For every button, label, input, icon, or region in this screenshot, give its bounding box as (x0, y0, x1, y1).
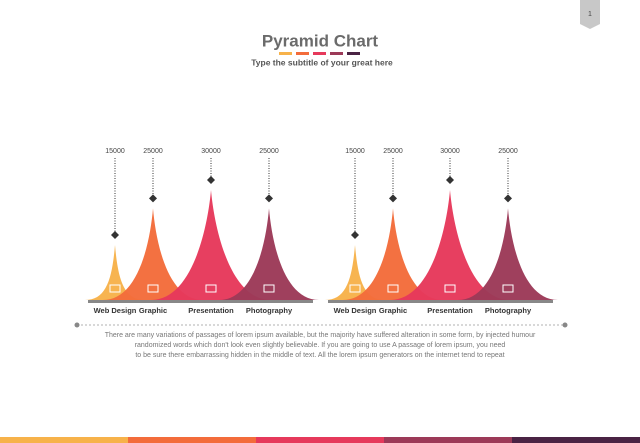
icon (387, 284, 399, 293)
divider-end (74, 322, 80, 328)
pyramid (219, 208, 319, 300)
title: Pyramid Chart (262, 31, 379, 50)
page-tag (580, 0, 600, 29)
category-label: Web Design (334, 306, 377, 315)
value-label: 15000 (345, 148, 365, 155)
value-label: 15000 (105, 148, 125, 155)
pyramid (103, 208, 203, 300)
icon (147, 284, 159, 293)
marker (446, 176, 454, 184)
icon (444, 284, 456, 293)
category-label: Web Design (94, 306, 137, 315)
title-dashes (279, 52, 360, 55)
pyramid (343, 208, 443, 300)
stripe (384, 437, 512, 443)
marker (351, 231, 359, 239)
marker (265, 194, 273, 203)
category-label: Presentation (188, 306, 234, 315)
pyramid (458, 208, 558, 300)
category-label: Photography (485, 306, 532, 315)
pyramid (390, 190, 510, 300)
value-label: 25000 (498, 148, 518, 155)
dash (313, 52, 326, 55)
stripe (128, 437, 256, 443)
marker (149, 194, 157, 203)
stripe (512, 437, 640, 443)
icon (502, 284, 514, 293)
category-label: Photography (246, 306, 293, 315)
dash (347, 52, 360, 55)
value-label: 25000 (259, 148, 279, 155)
stripe (0, 437, 128, 443)
icon (205, 284, 217, 293)
dash (296, 52, 309, 55)
body-line: There are many variations of passages of… (105, 332, 536, 339)
category-label: Presentation (427, 306, 473, 315)
divider-end (562, 322, 568, 328)
stripe (256, 437, 384, 443)
marker (111, 231, 119, 239)
pyramid (325, 245, 385, 300)
pyramid (85, 245, 145, 300)
icon (263, 284, 275, 293)
icon (349, 284, 361, 293)
subtitle: Type the subtitle of your great here (251, 57, 393, 67)
body-line: to be sure there embarrassing hidden in … (135, 352, 504, 359)
page-number: 1 (588, 11, 592, 18)
value-label: 25000 (143, 148, 163, 155)
pyramid (151, 190, 271, 300)
category-label: Graphic (379, 306, 407, 315)
marker (207, 176, 215, 184)
value-label: 25000 (383, 148, 403, 155)
value-label: 30000 (201, 148, 221, 155)
dash (279, 52, 292, 55)
baseline (328, 300, 553, 303)
icon (109, 284, 121, 293)
category-label: Graphic (139, 306, 167, 315)
body-line: randomized words which don't look even s… (135, 342, 506, 349)
footer-stripe (0, 437, 640, 443)
marker (389, 194, 397, 203)
value-label: 30000 (440, 148, 460, 155)
marker (504, 194, 512, 203)
dash (330, 52, 343, 55)
baseline (88, 300, 313, 303)
